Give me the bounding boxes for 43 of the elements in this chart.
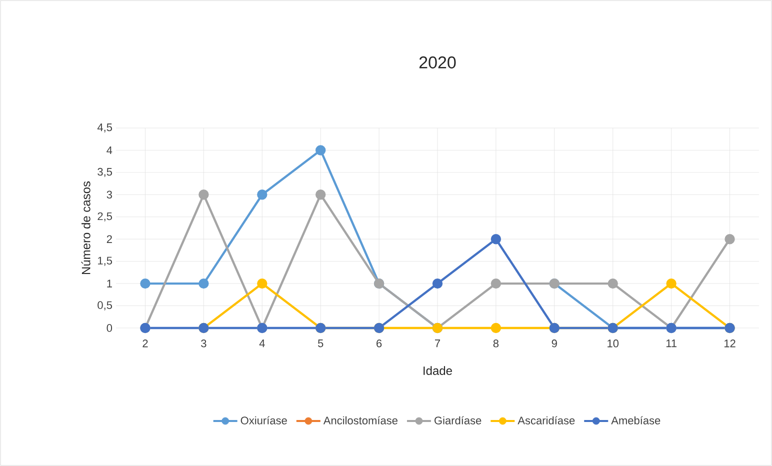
x-tick-label: 4 [259, 340, 265, 348]
y-tick-label: 3,5 [98, 168, 112, 177]
y-tick-label: 0 [106, 324, 112, 332]
x-tick-label: 3 [201, 340, 206, 348]
x-tick-label: 12 [724, 340, 736, 348]
x-axis-title: Idade [424, 366, 452, 375]
point [490, 278, 502, 289]
x-tick-label: 7 [435, 340, 440, 348]
chart-title: 2020 [419, 56, 456, 68]
y-tick-label: 2,5 [98, 212, 112, 222]
point [257, 278, 268, 289]
point [432, 278, 443, 289]
y-tick-label: 3 [106, 190, 112, 199]
point [257, 190, 268, 200]
x-tick-label: 6 [376, 340, 382, 348]
y-tick-label: 1 [107, 280, 112, 288]
point [140, 278, 150, 289]
point [490, 234, 502, 244]
x-tick-label: 11 [666, 340, 676, 348]
y-tick-label: 0,5 [98, 301, 112, 310]
point [315, 190, 326, 200]
point [198, 278, 209, 289]
y-tick-label: 2 [106, 235, 112, 243]
x-tick-label: 2 [142, 340, 148, 348]
x-tick-label: 9 [552, 340, 557, 348]
point [490, 322, 502, 334]
point [608, 278, 618, 289]
point [724, 234, 735, 244]
point [198, 190, 209, 200]
legend-label: Oxiuríase [240, 416, 287, 424]
y-tick-label: 1,5 [98, 256, 112, 266]
y-tick-label: 4,5 [97, 124, 112, 132]
y-axis-title: Número de casos [81, 181, 90, 274]
legend-label: Amebíase [611, 416, 660, 424]
legend-label: Ascaridíase [518, 416, 575, 424]
point [315, 145, 326, 156]
point [666, 278, 676, 289]
y-tick-label: 4 [106, 146, 112, 154]
x-tick-label: 10 [608, 340, 619, 348]
legend-label: Ancilostomíase [323, 416, 398, 424]
x-tick-label: 5 [318, 340, 324, 348]
x-tick-label: 8 [493, 340, 499, 348]
legend-label: Giardíase [434, 416, 482, 424]
